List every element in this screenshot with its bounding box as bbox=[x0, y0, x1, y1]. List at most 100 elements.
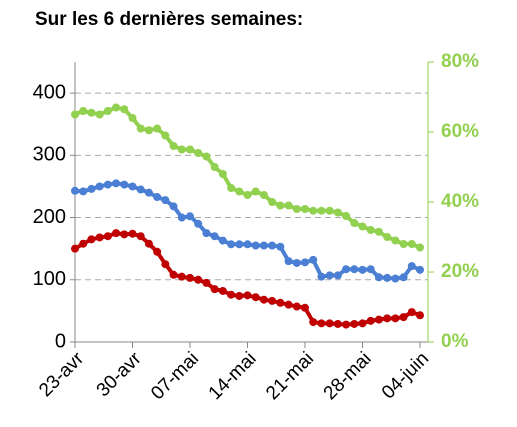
data-point bbox=[112, 103, 121, 112]
data-point bbox=[235, 291, 244, 300]
data-point bbox=[218, 286, 227, 295]
data-point bbox=[161, 260, 170, 269]
data-point bbox=[95, 233, 104, 242]
x-tick-label: 30-avr bbox=[93, 348, 146, 401]
series-line bbox=[74, 105, 421, 250]
data-point bbox=[325, 319, 334, 328]
data-point bbox=[128, 114, 137, 122]
data-point bbox=[186, 273, 194, 282]
data-point bbox=[144, 126, 153, 135]
data-point bbox=[87, 108, 96, 117]
x-tick-label: 21-mai bbox=[262, 348, 318, 404]
data-point bbox=[268, 241, 277, 250]
data-point bbox=[301, 205, 309, 213]
data-point bbox=[161, 131, 170, 140]
data-point bbox=[333, 208, 342, 217]
data-point bbox=[407, 308, 416, 317]
data-point bbox=[317, 319, 326, 328]
data-point bbox=[177, 272, 186, 281]
data-point bbox=[136, 185, 145, 194]
y-tick-label: 300 bbox=[33, 144, 66, 166]
data-point bbox=[87, 184, 96, 193]
data-point bbox=[342, 320, 351, 329]
data-point bbox=[71, 186, 79, 195]
data-point bbox=[210, 232, 219, 241]
data-point bbox=[309, 206, 318, 215]
data-point bbox=[243, 240, 252, 249]
data-point bbox=[194, 275, 203, 284]
data-point bbox=[416, 265, 424, 274]
data-point bbox=[350, 219, 359, 227]
data-point bbox=[259, 241, 268, 250]
data-point bbox=[268, 296, 277, 305]
data-point bbox=[194, 149, 203, 157]
data-point bbox=[87, 235, 96, 244]
data-point bbox=[284, 257, 293, 266]
data-point bbox=[284, 300, 293, 309]
x-tick-label: 28-mai bbox=[320, 348, 376, 404]
data-point bbox=[383, 273, 392, 282]
data-point bbox=[79, 239, 88, 248]
data-point bbox=[128, 229, 137, 238]
data-point bbox=[79, 107, 88, 115]
data-point bbox=[95, 110, 104, 119]
data-point bbox=[71, 110, 79, 119]
y2-tick-label: 80% bbox=[441, 51, 479, 72]
data-point bbox=[120, 105, 129, 114]
data-point bbox=[169, 270, 178, 279]
data-point bbox=[153, 247, 162, 256]
data-point bbox=[333, 319, 342, 328]
data-point bbox=[227, 184, 236, 192]
data-point bbox=[284, 201, 293, 210]
data-point bbox=[259, 295, 268, 304]
data-point bbox=[169, 142, 178, 150]
data-point bbox=[136, 232, 145, 241]
data-point bbox=[202, 229, 211, 238]
data-point bbox=[235, 187, 244, 196]
data-point bbox=[399, 273, 408, 282]
y2-tick-label: 0% bbox=[441, 331, 469, 352]
data-point bbox=[251, 187, 260, 196]
data-point bbox=[407, 240, 416, 248]
data-point bbox=[276, 242, 285, 251]
data-point bbox=[218, 170, 227, 178]
x-tick-label: 23-avr bbox=[35, 348, 88, 401]
data-point bbox=[292, 205, 301, 213]
data-point bbox=[407, 262, 416, 271]
data-point bbox=[243, 191, 252, 199]
data-point bbox=[366, 265, 375, 274]
data-point bbox=[120, 180, 129, 189]
data-point bbox=[317, 272, 326, 281]
data-point bbox=[342, 265, 351, 274]
data-point bbox=[251, 293, 260, 302]
y-tick-label: 100 bbox=[33, 268, 66, 290]
data-point bbox=[227, 290, 236, 299]
data-point bbox=[374, 315, 383, 324]
data-point bbox=[144, 188, 153, 197]
data-point bbox=[153, 124, 162, 133]
data-point bbox=[251, 241, 260, 250]
data-point bbox=[309, 255, 318, 264]
data-point bbox=[366, 226, 375, 234]
data-point bbox=[194, 219, 203, 228]
data-point bbox=[235, 240, 244, 249]
data-point bbox=[292, 258, 301, 267]
data-point bbox=[144, 239, 153, 248]
data-point bbox=[128, 182, 137, 191]
data-point bbox=[301, 303, 309, 312]
data-point bbox=[333, 271, 342, 280]
y-tick-label: 400 bbox=[33, 81, 66, 103]
data-point bbox=[210, 163, 219, 171]
data-point bbox=[325, 271, 334, 280]
data-point bbox=[374, 273, 383, 282]
data-point bbox=[186, 212, 194, 221]
data-point bbox=[103, 232, 112, 241]
data-point bbox=[103, 180, 112, 189]
data-point bbox=[416, 311, 424, 320]
data-point bbox=[325, 206, 334, 215]
data-point bbox=[112, 179, 121, 188]
data-point bbox=[71, 244, 79, 253]
data-point bbox=[276, 201, 285, 210]
data-point bbox=[391, 236, 400, 245]
data-point bbox=[366, 316, 375, 325]
